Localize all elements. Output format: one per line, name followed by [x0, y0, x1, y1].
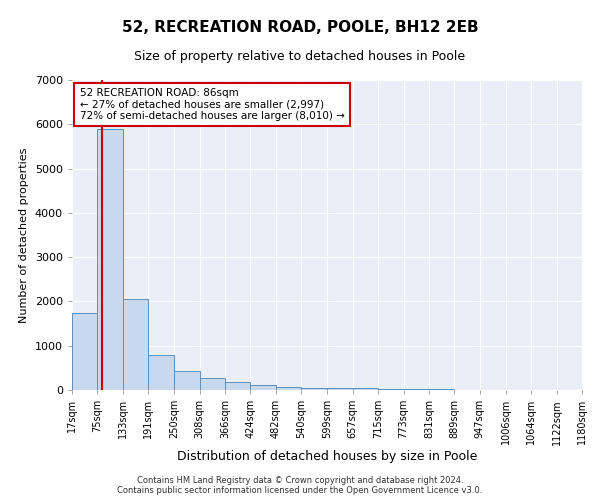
- Y-axis label: Number of detached properties: Number of detached properties: [19, 148, 29, 322]
- Bar: [174, 372, 200, 390]
- Bar: [353, 388, 378, 390]
- Bar: [123, 299, 148, 390]
- Bar: [148, 354, 174, 390]
- Text: 52, RECREATION ROAD, POOLE, BH12 2EB: 52, RECREATION ROAD, POOLE, BH12 2EB: [122, 20, 478, 35]
- Bar: [250, 385, 276, 390]
- Text: 52 RECREATION ROAD: 86sqm
← 27% of detached houses are smaller (2,997)
72% of se: 52 RECREATION ROAD: 86sqm ← 27% of detac…: [80, 88, 344, 121]
- X-axis label: Distribution of detached houses by size in Poole: Distribution of detached houses by size …: [177, 450, 477, 463]
- Bar: [378, 389, 404, 390]
- Bar: [72, 312, 97, 390]
- Bar: [97, 128, 123, 390]
- Text: Size of property relative to detached houses in Poole: Size of property relative to detached ho…: [134, 50, 466, 63]
- Bar: [404, 389, 429, 390]
- Bar: [225, 382, 250, 390]
- Bar: [200, 378, 225, 390]
- Bar: [276, 386, 301, 390]
- Bar: [327, 388, 353, 390]
- Text: Contains HM Land Registry data © Crown copyright and database right 2024.
Contai: Contains HM Land Registry data © Crown c…: [118, 476, 482, 495]
- Bar: [301, 388, 327, 390]
